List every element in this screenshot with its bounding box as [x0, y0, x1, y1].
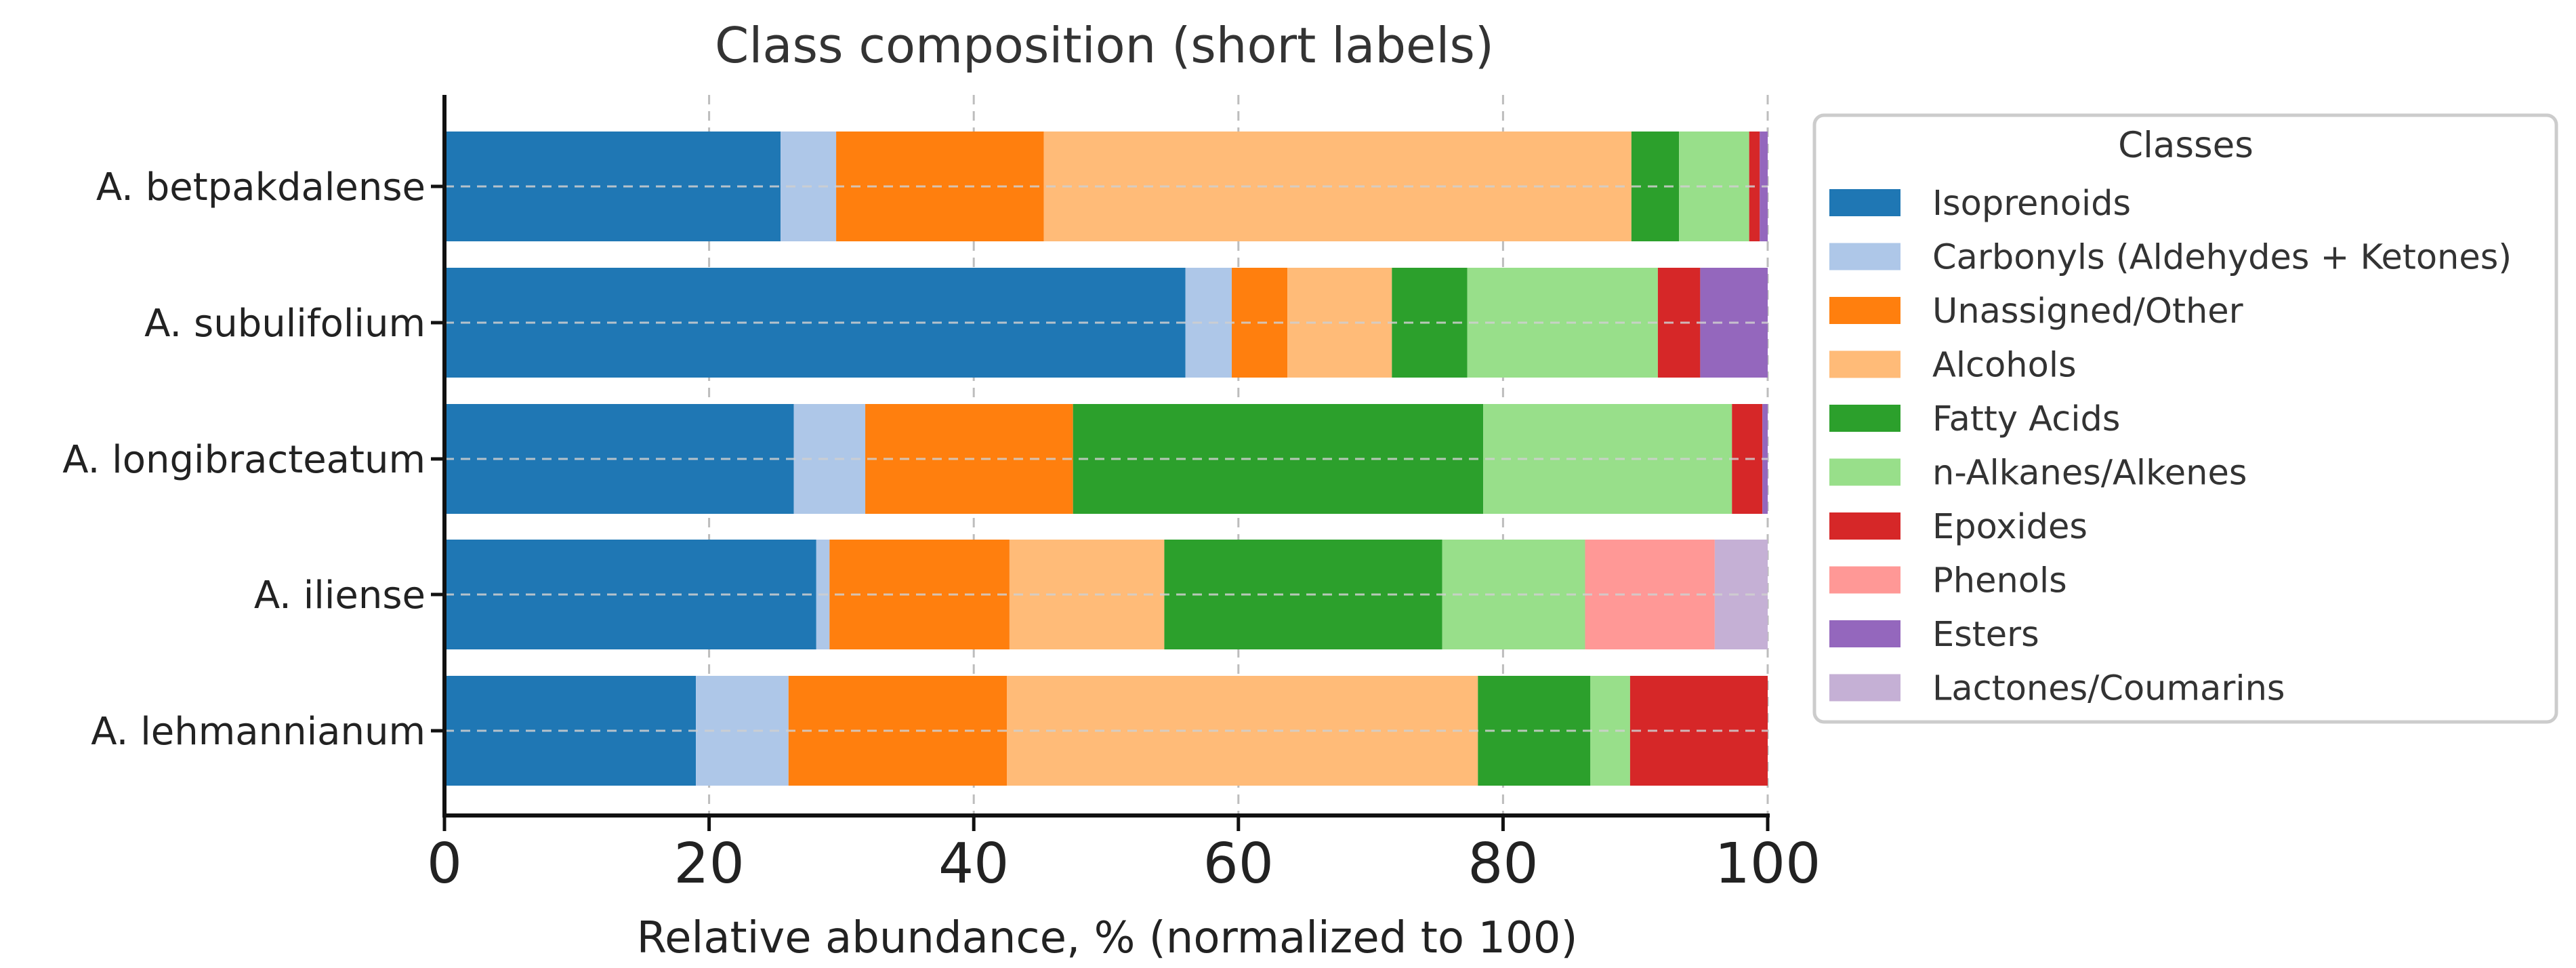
- legend-label: Epoxides: [1932, 507, 2087, 547]
- legend-swatch: [1829, 620, 1900, 647]
- axes: [442, 95, 1770, 818]
- x-tick-labels: 0 20 40 60 80 100: [427, 815, 1821, 896]
- legend-swatch: [1829, 566, 1900, 594]
- legend-label: Esters: [1932, 615, 2039, 655]
- bar-segment: [1164, 540, 1442, 649]
- bars: [444, 132, 1768, 786]
- bar-segment: [1043, 132, 1632, 241]
- legend-label: Phenols: [1932, 561, 2067, 601]
- y-tick-label: A. betpakdalense: [96, 165, 425, 209]
- legend-label: Isoprenoids: [1932, 184, 2131, 224]
- legend-label: Unassigned/Other: [1932, 291, 2243, 331]
- legend-swatch: [1829, 350, 1900, 378]
- legend-items: Isoprenoids Carbonyls (Aldehydes + Ketone…: [1829, 184, 2512, 709]
- legend-frame: [1812, 113, 2558, 724]
- bar-segment: [444, 268, 1186, 378]
- bar-segment: [1442, 540, 1585, 649]
- y-tick-labels: A. betpakdalense A. subulifolium A. longib…: [62, 165, 444, 754]
- legend-swatch: [1829, 243, 1900, 270]
- legend-label: Lactones/Coumarins: [1932, 669, 2285, 709]
- legend-title: Classes: [2118, 125, 2253, 166]
- x-tick-label: 100: [1715, 832, 1821, 896]
- x-tick-label: 80: [1468, 832, 1538, 896]
- legend-swatch: [1829, 458, 1900, 486]
- y-tick-label: A. longibracteatum: [62, 438, 425, 482]
- legend-swatch: [1829, 674, 1900, 702]
- legend-swatch: [1829, 297, 1900, 324]
- bar-segment: [1714, 540, 1768, 649]
- y-tick-label: A. subulifolium: [144, 302, 425, 346]
- horizontal-grid: [444, 185, 1768, 732]
- legend-swatch: [1829, 405, 1900, 432]
- bar-segment: [1185, 268, 1232, 378]
- legend-swatch: [1829, 512, 1900, 540]
- legend-swatch: [1829, 189, 1900, 216]
- x-tick-label: 0: [427, 832, 462, 896]
- legend: Classes Isoprenoids Carbonyls (Aldehydes …: [1812, 113, 2558, 724]
- x-tick-label: 40: [938, 832, 1009, 896]
- x-tick-label: 20: [673, 832, 744, 896]
- bar-segment: [1467, 268, 1658, 378]
- legend-label: Alcohols: [1932, 346, 2077, 386]
- chart-title: Class composition (short labels): [715, 17, 1494, 74]
- y-tick-label: A. lehmannianum: [91, 710, 425, 754]
- x-axis-label: Relative abundance, % (normalized to 100…: [637, 913, 1578, 963]
- legend-label: Fatty Acids: [1932, 399, 2120, 439]
- legend-label: n-Alkanes/Alkenes: [1932, 453, 2247, 493]
- y-tick-label: A. iliense: [254, 573, 425, 618]
- x-tick-label: 60: [1203, 832, 1274, 896]
- legend-label: Carbonyls (Aldehydes + Ketones): [1932, 238, 2512, 278]
